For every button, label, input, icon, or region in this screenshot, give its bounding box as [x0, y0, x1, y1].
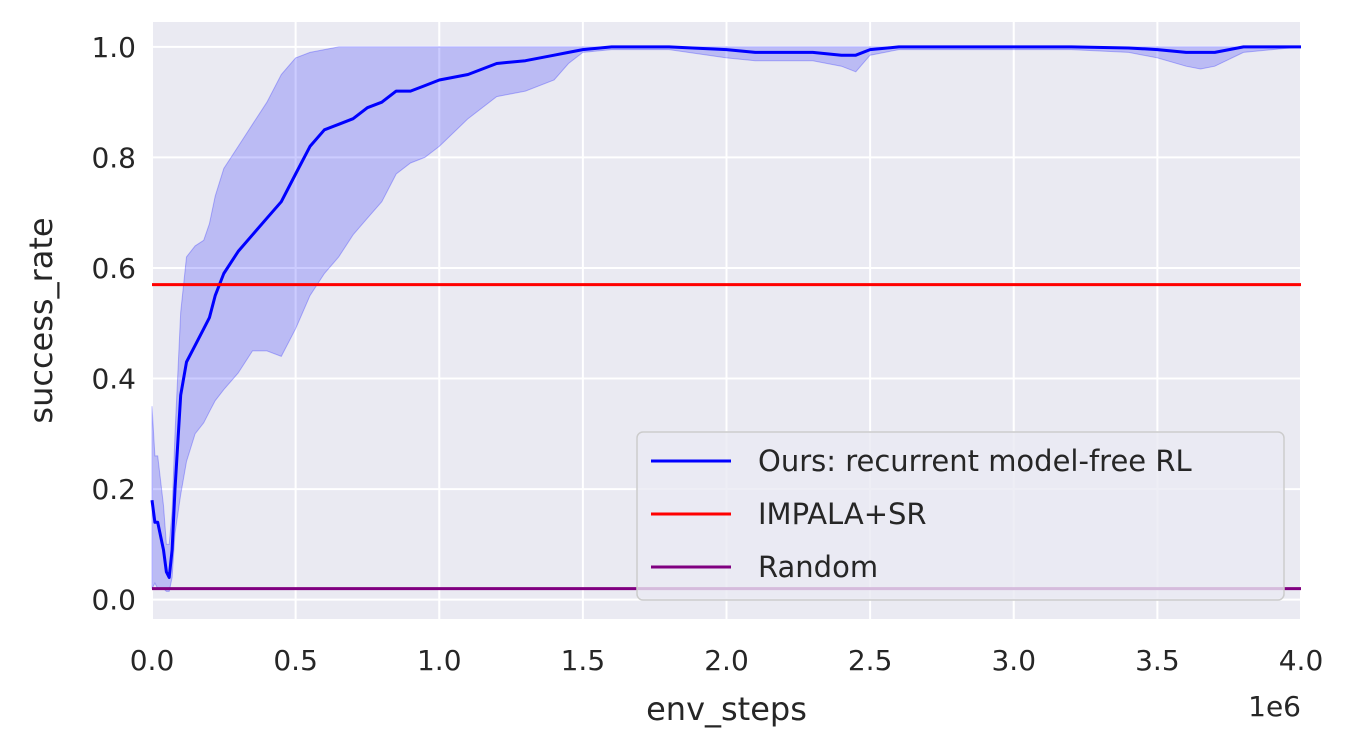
x-tick-label: 1.0 [417, 644, 462, 677]
x-axis-offset-label: 1e6 [1248, 690, 1301, 723]
x-tick-label: 4.0 [1279, 644, 1324, 677]
series-0-band [151, 46, 1302, 592]
x-tick-label: 1.5 [561, 644, 606, 677]
x-tick-labels: 0.0 0.5 1.0 1.5 2.0 2.5 3.0 3.5 4.0 [130, 644, 1324, 677]
y-tick-label: 0.8 [91, 141, 136, 174]
x-tick-label: 2.5 [848, 644, 893, 677]
y-axis-label: success_rate [22, 217, 60, 423]
y-tick-label: 1.0 [91, 31, 136, 64]
x-tick-label: 2.0 [704, 644, 749, 677]
legend-label: Random [758, 550, 878, 584]
y-tick-label: 0.0 [91, 584, 136, 617]
legend-label: Ours: recurrent model-free RL [758, 444, 1192, 478]
legend-box [636, 431, 1285, 601]
x-axis-label: env_steps [646, 690, 807, 728]
series-0-line [150, 45, 1301, 579]
y-tick-label: 0.4 [91, 363, 136, 396]
y-tick-label: 0.6 [91, 252, 136, 285]
confidence-bands [151, 46, 1302, 592]
x-tick-label: 3.5 [1135, 644, 1180, 677]
x-tick-label: 0.5 [273, 644, 318, 677]
legend: Ours: recurrent model-free RL IMPALA+SR Ra… [636, 431, 1285, 601]
y-tick-labels: 0.0 0.2 0.4 0.6 0.8 1.0 [91, 31, 136, 617]
y-tick-label: 0.2 [91, 473, 136, 506]
x-tick-label: 0.0 [130, 644, 175, 677]
legend-label: IMPALA+SR [758, 497, 927, 531]
x-tick-label: 3.0 [991, 644, 1036, 677]
